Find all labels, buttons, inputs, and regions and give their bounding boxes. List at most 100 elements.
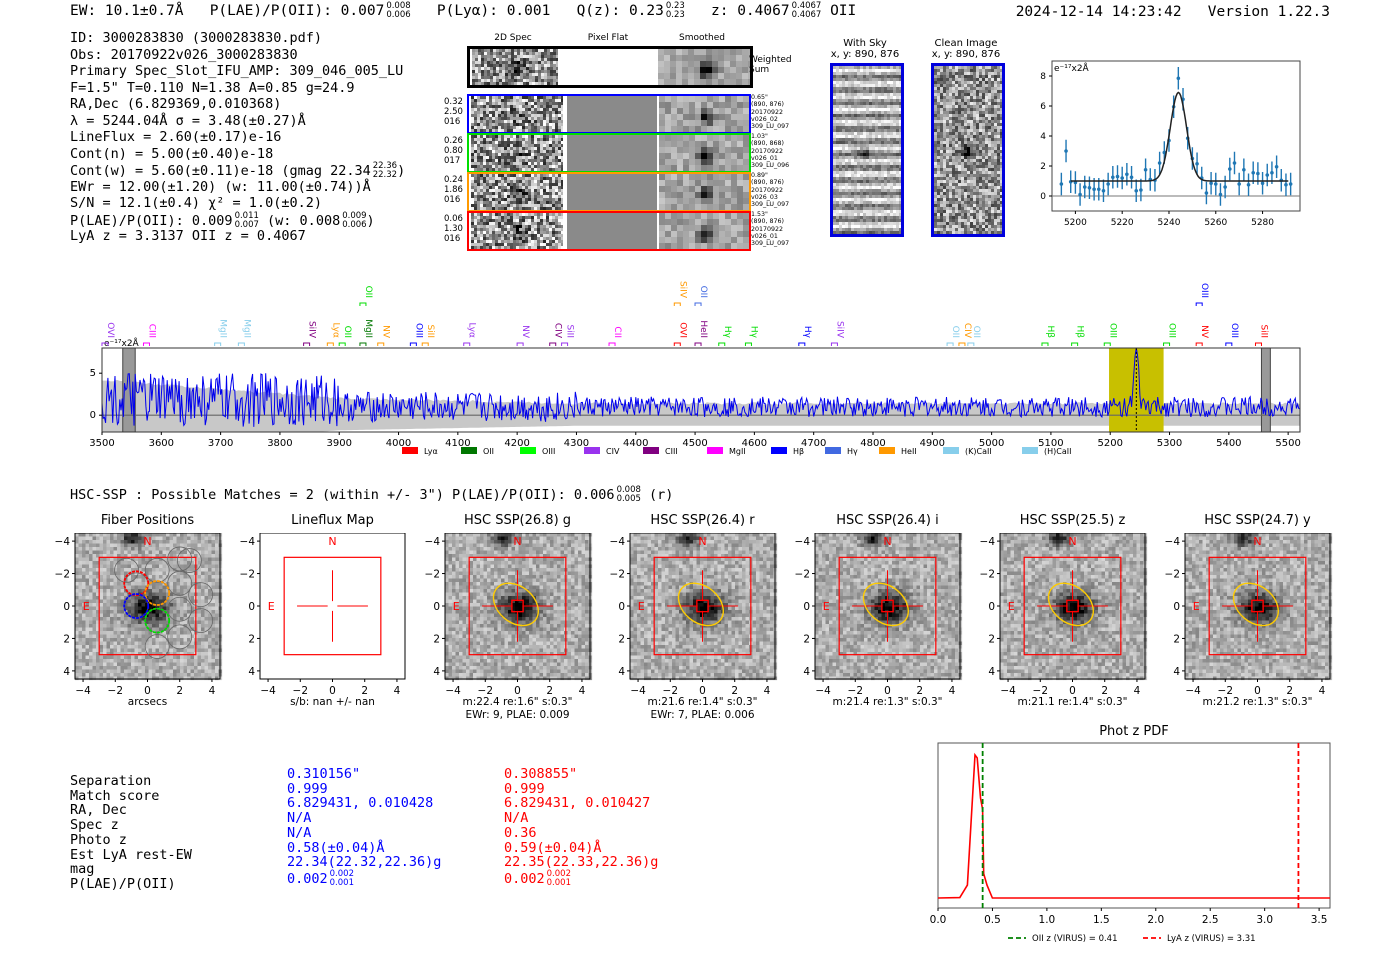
pdf-legend-label: OII z (VIRUS) = 0.41 <box>1032 934 1118 944</box>
east-label: E <box>83 600 90 613</box>
east-label: E <box>823 600 830 613</box>
legend-label: (H)CaII <box>1044 447 1071 456</box>
cutout-xtick-label: 2 <box>361 685 368 697</box>
fit-ytick-label: 8 <box>1040 72 1046 82</box>
cutout-xtick-label: −4 <box>75 685 91 697</box>
line-label: OIII <box>1229 323 1239 338</box>
line-label-bracket <box>214 342 222 346</box>
fiber-stat: 016 <box>444 195 461 205</box>
line-label-bracket <box>744 342 752 346</box>
source-ellipse <box>1232 582 1279 627</box>
hsc-plae-lower: 0.005 <box>616 494 641 504</box>
north-label: N <box>1068 535 1076 548</box>
spectrum-xtick-label: 4400 <box>623 438 648 449</box>
match-field-value: N/A <box>287 825 441 841</box>
line-label: Hγ <box>748 326 758 339</box>
fiber-smoothed-image <box>659 174 749 210</box>
fiber-row-info: 1.53" (890, 876) 20170922 v026_01 309_LU_097 <box>751 211 789 247</box>
line-label-bracket <box>1103 342 1111 346</box>
fiber-pixel-flat <box>567 174 657 210</box>
cutout-xtick-label: 4 <box>579 685 586 697</box>
north-label: N <box>513 535 521 548</box>
fiber-pixel-flat <box>567 96 657 132</box>
line-label: OII <box>971 326 981 338</box>
fiber-info-line: (890, 876) <box>751 218 784 226</box>
line-label-bracket <box>946 342 954 346</box>
cutout-xtick-label: 0 <box>329 685 336 697</box>
line-label: MgII <box>218 319 228 338</box>
line-label-bracket <box>1195 302 1203 306</box>
line-label: HeII <box>698 320 708 338</box>
cutout-ytick-label: −4 <box>795 536 811 548</box>
fit-data-point <box>1082 185 1087 189</box>
source-ellipse <box>862 582 909 627</box>
cutout-ytick-label: 4 <box>248 666 255 678</box>
spectrum-xtick-label: 3800 <box>267 438 292 449</box>
line-label: MgII <box>241 319 251 338</box>
line-label-bracket <box>409 342 417 346</box>
legend-label: OII <box>483 447 494 456</box>
fiber-circle <box>144 557 170 583</box>
cutout-title: HSC SSP(26.8) g <box>463 513 572 528</box>
source-ellipse <box>677 582 724 627</box>
cutout-caption: EWr: 9, PLAE: 0.009 <box>465 709 570 721</box>
match-field-label: RA, Dec <box>70 802 127 819</box>
fiber-circle <box>114 557 139 583</box>
fiber-stat: 0.32 <box>444 97 463 107</box>
fit-data-point <box>1284 182 1288 187</box>
line-label-bracket <box>798 342 806 346</box>
match-field-value: 6.829431, 0.010427 <box>504 796 658 811</box>
cutout-xtick-label: 2 <box>1101 685 1108 697</box>
match-value-text: 6.829431, 0.010427 <box>504 795 651 812</box>
spectrum-xtick-label: 4200 <box>504 438 529 449</box>
line-label: Hγ <box>722 326 732 339</box>
fit-data-point <box>1237 182 1241 186</box>
match-field-label: Separation <box>70 773 152 789</box>
east-label: E <box>1193 600 1200 613</box>
fit-data-point <box>1242 167 1246 172</box>
masked-region <box>1260 347 1271 433</box>
cutout-xtick-label: 0 <box>1254 685 1261 697</box>
source-marker <box>1251 599 1264 613</box>
line-label: OII <box>698 286 708 298</box>
fiber-2d-image <box>471 213 563 249</box>
line-label-bracket <box>142 342 150 346</box>
cutout-image-lineflux: N E 4 −4 2 −2 0 0 −2 2 −4 4 <box>240 533 406 697</box>
fit-xtick-label: 5200 <box>1064 218 1087 228</box>
hsc-title-text: HSC-SSP : Possible Matches = 2 (within +… <box>70 487 615 503</box>
line-label: OVI <box>105 322 115 338</box>
fit-data-point <box>1288 182 1293 186</box>
spectrum-xtick-label: 4500 <box>682 438 707 449</box>
legend-swatch <box>707 447 723 454</box>
selected-fiber-circle <box>123 570 150 597</box>
cont-w-upper: 22.36 <box>372 161 398 171</box>
match-value-text: N/A <box>287 810 312 827</box>
cutout-xtick-label: 4 <box>209 685 216 697</box>
line-label: OII <box>950 326 960 338</box>
line-label: OIII <box>1167 323 1177 338</box>
cont-w-end: ) <box>397 163 406 179</box>
line-label: NV <box>381 325 391 339</box>
source-marker <box>1066 599 1079 613</box>
match-field-value: 0.999 <box>504 781 658 797</box>
line-label-bracket <box>303 342 311 346</box>
cutout-ytick-label: −2 <box>610 569 625 581</box>
legend-swatch <box>520 447 536 454</box>
summary-header: EW: 10.1±0.7Å P(LAE)/P(OII): 0.007 0.008 0… <box>70 2 856 20</box>
cutout-caption: m:22.4 re:1.6" s:0.3" <box>462 696 573 708</box>
cutout-ytick-label: 2 <box>988 633 995 645</box>
east-label: E <box>268 600 275 613</box>
spectrum-flux-line <box>101 347 1301 427</box>
match-plae-range: 0.002 0.001 <box>330 869 354 888</box>
source-marker <box>511 599 524 613</box>
fiber-2d-image <box>471 174 563 210</box>
line-label: Lyα <box>330 323 340 339</box>
col-title-2d-spec: 2D Spec <box>494 33 532 43</box>
fiber-info-line: 20170922 <box>751 186 784 194</box>
fit-ytick-label: 6 <box>1040 102 1046 112</box>
qz-upper: 0.23 <box>665 1 685 11</box>
match-value-text: 22.34(22.32,22.36)g <box>287 854 442 871</box>
cutout-xtick-label: −4 <box>630 685 646 697</box>
fiber-smoothed-image <box>659 213 749 249</box>
fit-data-point <box>1087 185 1092 190</box>
